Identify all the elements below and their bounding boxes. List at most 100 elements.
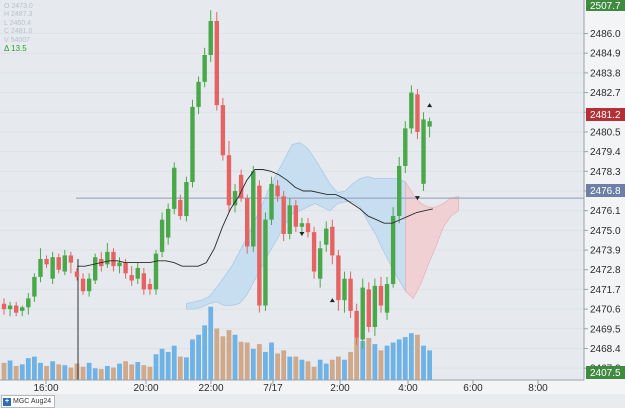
ma-line xyxy=(77,169,433,267)
candle-up xyxy=(32,276,37,297)
candle-up xyxy=(172,167,177,209)
candle-up xyxy=(50,257,55,279)
candle-down xyxy=(311,232,317,272)
add-icon[interactable]: + xyxy=(3,397,11,406)
tab-bar xyxy=(0,394,625,408)
trade-markers xyxy=(299,103,433,303)
volume-bar xyxy=(384,345,390,380)
candle-up xyxy=(20,307,25,311)
candle-up xyxy=(196,81,201,107)
symbol-tab-label: MGC Aug24 xyxy=(13,398,52,405)
candle-down xyxy=(281,196,286,234)
candle-down xyxy=(214,21,219,106)
volume-bar xyxy=(317,359,323,380)
time-label: 6:00 xyxy=(463,383,483,394)
candle-down xyxy=(13,305,19,313)
candle-down xyxy=(68,255,74,263)
volume-bar xyxy=(220,336,226,380)
candle-down xyxy=(178,199,183,217)
candle-up xyxy=(384,284,390,313)
candle-down xyxy=(275,185,280,197)
volume-bar xyxy=(366,337,372,380)
volume-bar xyxy=(354,337,360,380)
candle-up xyxy=(86,278,92,292)
volume-bar xyxy=(80,366,86,380)
volume-bar xyxy=(56,364,62,380)
volume-bar xyxy=(32,356,37,380)
volume-bar xyxy=(74,363,80,380)
volume-bar xyxy=(117,363,122,380)
volume-bar xyxy=(311,366,317,380)
current-price-tag: 2481.2 xyxy=(586,108,625,121)
time-label: 16:00 xyxy=(33,383,58,394)
volume-bar xyxy=(19,364,25,380)
volume-bar xyxy=(378,350,384,380)
volume-bar xyxy=(415,334,420,380)
candle-down xyxy=(293,205,299,227)
candle-down xyxy=(378,285,384,306)
volume-bar xyxy=(342,359,347,380)
candle-down xyxy=(56,257,61,270)
volume-bar xyxy=(25,358,31,380)
candle-up xyxy=(38,259,43,277)
volume-bar xyxy=(256,344,262,380)
volume-bar xyxy=(141,365,147,380)
time-axis[interactable] xyxy=(0,380,584,394)
moving-average xyxy=(77,169,433,267)
candle-up xyxy=(7,305,13,310)
volume-bar xyxy=(238,341,244,380)
volume-bar xyxy=(38,362,43,380)
candle-up xyxy=(299,223,305,227)
volume-bar xyxy=(348,351,353,380)
price-label: 2484.9 xyxy=(590,49,621,60)
time-label: 20:00 xyxy=(133,383,158,394)
candle-up xyxy=(390,216,396,285)
candle-up xyxy=(409,92,414,129)
svg-text:2476.8: 2476.8 xyxy=(590,186,621,197)
volume-bar xyxy=(104,365,110,380)
volume-bar xyxy=(177,356,183,380)
candle-up xyxy=(190,106,195,183)
volume-bar xyxy=(129,364,135,380)
candle-down xyxy=(111,251,116,267)
volume-bar xyxy=(396,339,402,380)
candle-up xyxy=(397,165,402,217)
volume-value: V 54007 xyxy=(4,36,31,44)
candle-down xyxy=(366,289,371,327)
candle-down xyxy=(44,259,49,265)
candle-up xyxy=(372,285,378,327)
candle-down xyxy=(330,226,335,256)
candle-up xyxy=(421,119,426,184)
volume-bar xyxy=(269,342,274,380)
candle-down xyxy=(415,94,420,132)
volume-bar xyxy=(190,339,195,380)
candle-up xyxy=(263,219,268,306)
candle-up xyxy=(251,171,256,247)
volume-bar xyxy=(226,330,232,380)
candle-up xyxy=(202,55,207,82)
volume-bar xyxy=(147,366,153,380)
candle-up xyxy=(360,287,365,340)
volume-bar xyxy=(275,353,280,380)
price-label: 2478.3 xyxy=(590,167,621,178)
volume-bar xyxy=(299,359,305,380)
low-value: L 2460.4 xyxy=(4,19,31,27)
volume-bar xyxy=(293,356,299,380)
candle-up xyxy=(26,298,31,308)
volume-bar xyxy=(7,360,13,380)
candle-down xyxy=(74,271,80,277)
volume-bar xyxy=(184,357,189,380)
candle-up xyxy=(403,128,408,166)
volume-bar xyxy=(111,367,116,380)
candle-up xyxy=(317,248,323,279)
time-label: 7/17 xyxy=(263,383,283,394)
price-label: 2475.0 xyxy=(590,226,621,237)
symbol-tab[interactable]: + MGC Aug24 xyxy=(1,395,56,408)
price-axis[interactable] xyxy=(584,0,625,408)
volume-bar xyxy=(287,356,293,380)
volume-bar xyxy=(263,351,268,380)
candle-down xyxy=(226,155,232,206)
volume-bar xyxy=(135,362,141,380)
